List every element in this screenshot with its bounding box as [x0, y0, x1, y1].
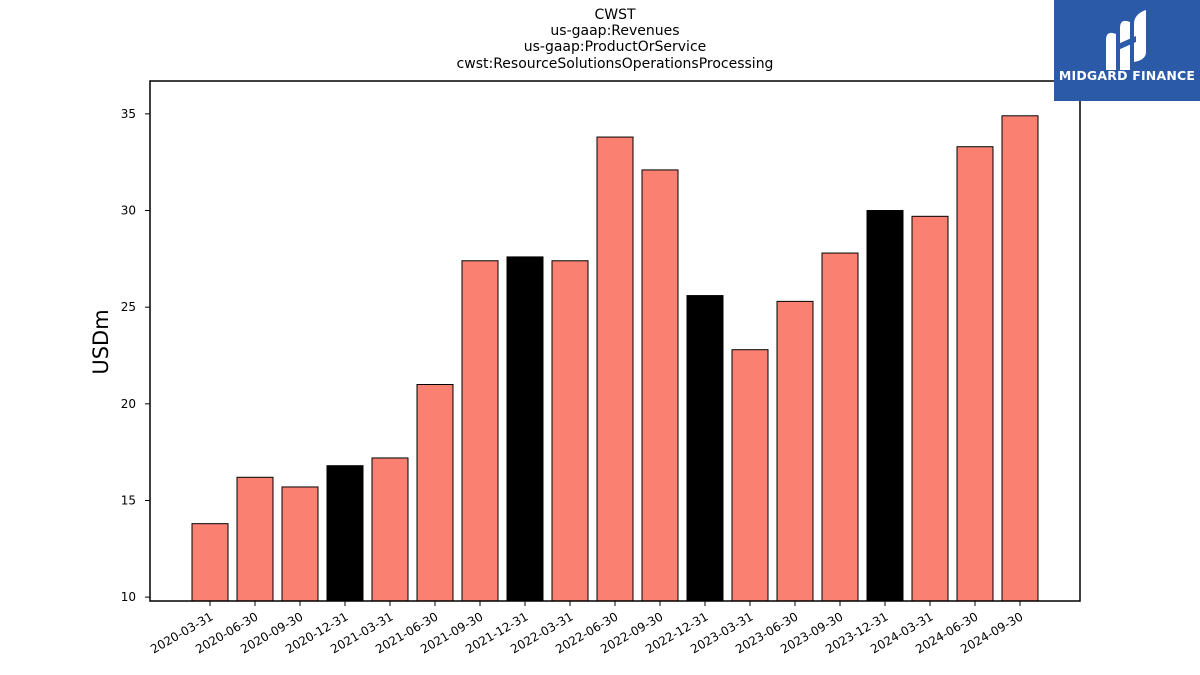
bar-2021-12-31: [506, 256, 544, 602]
bar-2022-12-31: [686, 295, 724, 602]
midgard-m-logo-icon: [1106, 10, 1146, 70]
chart-title-line-4: cwst:ResourceSolutionsOperationsProcessi…: [456, 56, 774, 72]
y-tick-label: 10: [121, 590, 136, 604]
bar-2022-09-30: [641, 169, 679, 602]
y-tick-label: 20: [121, 397, 136, 411]
bar-2020-12-31: [326, 465, 364, 602]
y-tick-label: 35: [121, 107, 136, 121]
bar-2023-09-30: [821, 252, 859, 602]
bar-2023-03-31: [731, 349, 769, 602]
bar-2020-06-30: [236, 476, 274, 602]
bar-2023-06-30: [776, 300, 814, 602]
y-tick-label: 25: [121, 300, 136, 314]
bar-2024-06-30: [956, 146, 994, 602]
bar-2024-03-31: [911, 215, 949, 602]
plot-frame: [149, 80, 1081, 602]
bar-2021-03-31: [371, 457, 409, 602]
y-tick-label: 30: [121, 204, 136, 218]
chart-title-line-1: CWST: [594, 7, 636, 23]
bar-2020-03-31: [191, 523, 229, 602]
y-axis-label: USDm: [89, 309, 113, 375]
chart-title-line-3: us-gaap:ProductOrService: [523, 39, 707, 55]
y-axis-ticks: 10 15 20 25 30 35: [121, 107, 150, 604]
brand-logo-text: MIDGARD FINANCE: [1058, 68, 1196, 83]
bar-2020-09-30: [281, 486, 319, 602]
bar-2022-03-31: [551, 260, 589, 602]
bar-2021-06-30: [416, 383, 454, 602]
bar-2023-12-31: [866, 210, 904, 602]
brand-logo: MIDGARD FINANCE: [1054, 0, 1200, 101]
x-axis-ticks: 2020-03-312020-06-302020-09-302020-12-31…: [148, 601, 1026, 656]
bar-2021-09-30: [461, 260, 499, 602]
bar-2022-06-30: [596, 136, 634, 602]
chart-title-line-2: us-gaap:Revenues: [550, 23, 680, 39]
y-tick-label: 15: [121, 493, 136, 507]
bar-2024-09-30: [1001, 115, 1039, 602]
bars-group: [191, 115, 1039, 602]
